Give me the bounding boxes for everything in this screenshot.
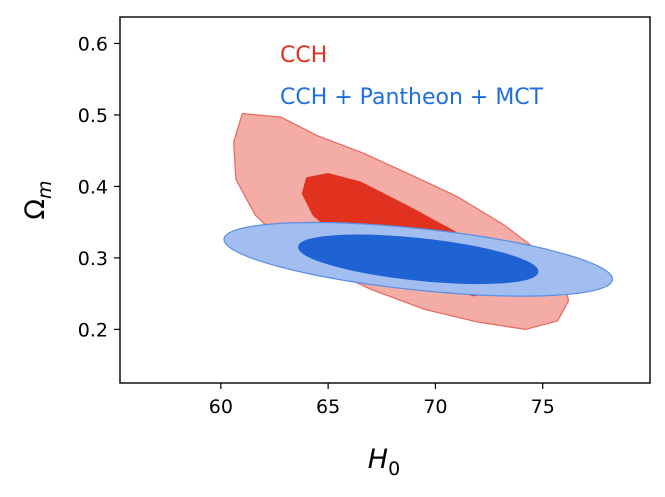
y-tick-label: 0.5 [78,105,108,127]
x-tick-label: 65 [316,396,340,418]
y-tick-label: 0.3 [78,248,108,270]
y-tick-label: 0.6 [78,33,108,55]
y-axis-label: Ωm [20,180,56,219]
x-tick-label: 70 [423,396,447,418]
x-tick-label: 60 [209,396,233,418]
contour-series-1-level-68pct [298,234,539,285]
legend-entry-cch: CCH [280,43,327,68]
x-axis-label-subscript: 0 [388,458,400,480]
x-axis: 60 65 70 75 [209,383,555,418]
x-axis-label: H0 [368,444,400,480]
plot-frame [119,16,651,384]
y-tick-label: 0.2 [78,319,108,341]
legend-entry-cch-pantheon-mct: CCH + Pantheon + MCT [280,85,544,110]
contour-layer [223,112,614,331]
y-axis-label-subscript: m [34,180,56,199]
y-tick-label: 0.4 [78,176,108,198]
x-tick-label: 75 [531,396,555,418]
y-axis: 0.2 0.3 0.4 0.5 0.6 [78,33,120,341]
